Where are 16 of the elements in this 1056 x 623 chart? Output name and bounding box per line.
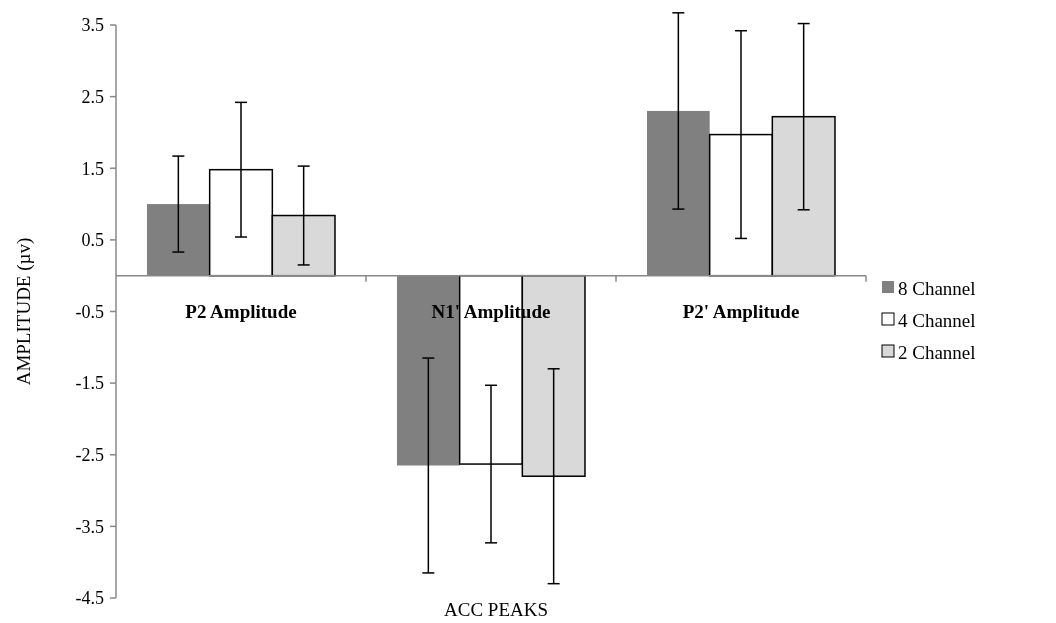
legend-label: 4 Channel bbox=[898, 309, 976, 331]
y-tick-label: -1.5 bbox=[75, 373, 104, 394]
y-tick-label: 2.5 bbox=[81, 86, 104, 107]
x-tick-label: P2' Amplitude bbox=[682, 300, 800, 322]
legend-label: 2 Channel bbox=[898, 341, 976, 363]
y-tick-label: -3.5 bbox=[75, 516, 104, 537]
y-tick-label: 1.5 bbox=[81, 158, 104, 179]
y-tick-label: -2.5 bbox=[75, 445, 104, 466]
y-tick-label: 0.5 bbox=[81, 230, 104, 251]
y-tick-label: -0.5 bbox=[75, 301, 104, 322]
y-tick-label: 3.5 bbox=[81, 15, 104, 36]
legend-label: 8 Channel bbox=[898, 277, 976, 299]
x-tick-label: P2 Amplitude bbox=[185, 300, 297, 322]
y-tick-label: -4.5 bbox=[75, 588, 104, 609]
y-axis-title: AMPLITUDE (µv) bbox=[13, 237, 35, 386]
x-axis-title: ACC PEAKS bbox=[444, 599, 548, 620]
